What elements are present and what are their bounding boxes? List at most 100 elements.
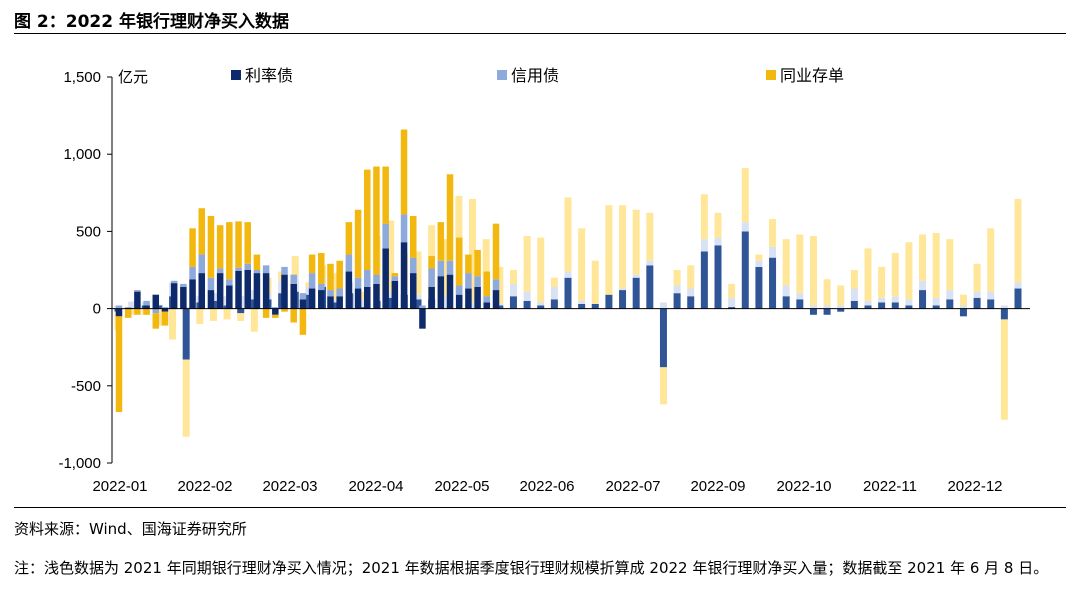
dark-bar-ncd bbox=[198, 208, 206, 255]
light-bar-ncd bbox=[714, 212, 722, 238]
dark-bar-credit-bond bbox=[170, 280, 178, 284]
figure-title: 图 2：2022 年银行理财净买入数据 bbox=[14, 12, 289, 32]
x-tick-label: 2022-02 bbox=[177, 478, 232, 495]
light-bar-rate-bond bbox=[414, 299, 422, 309]
light-bar-ncd bbox=[605, 205, 613, 295]
dark-bar-rate-bond bbox=[354, 288, 362, 309]
dark-bar-rate-bond bbox=[207, 290, 215, 309]
light-bar-credit-bond bbox=[919, 280, 927, 291]
dark-bar-rate-bond bbox=[134, 291, 141, 309]
dark-bar-ncd bbox=[492, 223, 500, 280]
light-bar-ncd bbox=[237, 313, 245, 321]
light-bar-credit-bond bbox=[673, 285, 681, 294]
light-bar-credit-bond bbox=[741, 222, 749, 232]
dark-bar-credit-bond bbox=[446, 260, 454, 275]
light-bar-ncd bbox=[291, 256, 299, 277]
dark-bar-credit-bond bbox=[272, 307, 279, 309]
light-bar-ncd bbox=[809, 236, 817, 306]
light-bar-rate-bond bbox=[728, 307, 736, 309]
legend-swatch bbox=[766, 70, 776, 80]
light-bar-ncd bbox=[182, 359, 190, 437]
dark-bar-credit-bond bbox=[124, 307, 132, 308]
light-bar-ncd bbox=[209, 308, 217, 321]
dark-bar-credit-bond bbox=[299, 293, 307, 300]
light-bar-rate-bond bbox=[864, 305, 872, 309]
dark-bar-ncd bbox=[253, 254, 261, 270]
light-bar-credit-bond bbox=[864, 300, 872, 306]
bars-2022-layer bbox=[115, 129, 500, 413]
dark-bar-rate-bond bbox=[382, 248, 389, 309]
light-bar-ncd bbox=[332, 273, 340, 300]
dark-bar-credit-bond bbox=[345, 254, 353, 272]
light-bar-rate-bond bbox=[946, 299, 954, 309]
light-bar-rate-bond bbox=[496, 305, 504, 309]
light-bar-credit-bond bbox=[359, 299, 367, 308]
dark-bar-credit-bond bbox=[290, 274, 297, 284]
dark-bar-credit-bond bbox=[382, 223, 389, 249]
x-tick-label: 2022-11 bbox=[863, 478, 917, 495]
dark-bar-rate-bond bbox=[253, 273, 261, 309]
light-bar-credit-bond bbox=[755, 260, 763, 267]
dark-bar-ncd bbox=[161, 311, 169, 326]
x-tick-label: 2022-09 bbox=[690, 478, 745, 495]
light-bar-rate-bond bbox=[987, 299, 995, 309]
dark-bar-rate-bond bbox=[143, 305, 150, 309]
dark-bar-credit-bond bbox=[400, 214, 408, 243]
dark-bar-ncd bbox=[474, 249, 481, 277]
x-tick-label: 2022-04 bbox=[348, 478, 403, 495]
light-bar-credit-bond bbox=[550, 286, 558, 300]
light-bar-rate-bond bbox=[796, 299, 804, 309]
light-bar-credit-bond bbox=[905, 299, 913, 306]
dark-bar-credit-bond bbox=[216, 268, 224, 274]
light-bar-rate-bond bbox=[809, 308, 817, 315]
dark-bar-ncd bbox=[134, 308, 141, 315]
light-bar-ncd bbox=[782, 239, 790, 286]
dark-bar-ncd bbox=[437, 222, 445, 261]
dark-bar-credit-bond bbox=[318, 283, 325, 291]
dark-bar-rate-bond bbox=[226, 285, 233, 309]
dark-bar-ncd bbox=[391, 273, 399, 277]
light-bar-credit-bond bbox=[414, 294, 422, 300]
light-bar-ncd bbox=[659, 367, 667, 405]
light-bar-rate-bond bbox=[932, 305, 940, 309]
dark-bar-credit-bond bbox=[253, 270, 261, 274]
light-bar-rate-bond bbox=[182, 308, 190, 360]
light-bar-ncd bbox=[687, 265, 695, 289]
light-bar-ncd bbox=[905, 242, 913, 300]
legend-label: 同业存单 bbox=[780, 66, 844, 85]
light-bar-rate-bond bbox=[387, 297, 395, 309]
dark-bar-credit-bond bbox=[262, 265, 270, 274]
light-bar-credit-bond bbox=[837, 305, 845, 309]
dark-bar-ncd bbox=[143, 308, 150, 315]
dark-bar-rate-bond bbox=[161, 308, 169, 312]
dark-bar-credit-bond bbox=[391, 276, 399, 281]
light-bar-rate-bond bbox=[755, 266, 763, 309]
light-bar-rate-bond bbox=[632, 277, 640, 309]
dark-bar-rate-bond bbox=[318, 290, 325, 309]
light-bar-ncd bbox=[646, 212, 654, 261]
dark-bar-ncd bbox=[299, 308, 307, 335]
dark-bar-rate-bond bbox=[244, 270, 251, 309]
light-bar-credit-bond bbox=[769, 246, 777, 258]
dark-bar-rate-bond bbox=[419, 308, 426, 329]
light-bar-rate-bond bbox=[1000, 308, 1008, 320]
light-bar-rate-bond bbox=[850, 300, 858, 309]
y-tick-label: 1,500 bbox=[63, 69, 101, 86]
dark-bar-rate-bond bbox=[262, 273, 270, 309]
dark-bar-credit-bond bbox=[474, 276, 481, 287]
light-bar-credit-bond bbox=[469, 302, 477, 309]
light-bar-ncd bbox=[728, 283, 736, 298]
light-bar-ncd bbox=[891, 253, 899, 297]
light-bar-ncd bbox=[1014, 198, 1022, 283]
dark-bar-ncd bbox=[327, 263, 334, 291]
light-bar-credit-bond bbox=[537, 302, 545, 306]
light-bar-credit-bond bbox=[987, 291, 995, 300]
light-bar-credit-bond bbox=[850, 288, 858, 301]
dark-bar-credit-bond bbox=[327, 290, 334, 297]
light-bar-rate-bond bbox=[359, 307, 367, 309]
dark-bar-credit-bond bbox=[419, 305, 426, 309]
dark-bar-rate-bond bbox=[428, 286, 435, 309]
light-bar-rate-bond bbox=[591, 303, 599, 309]
light-bar-ncd bbox=[469, 198, 477, 303]
dark-bar-ncd bbox=[336, 260, 343, 289]
